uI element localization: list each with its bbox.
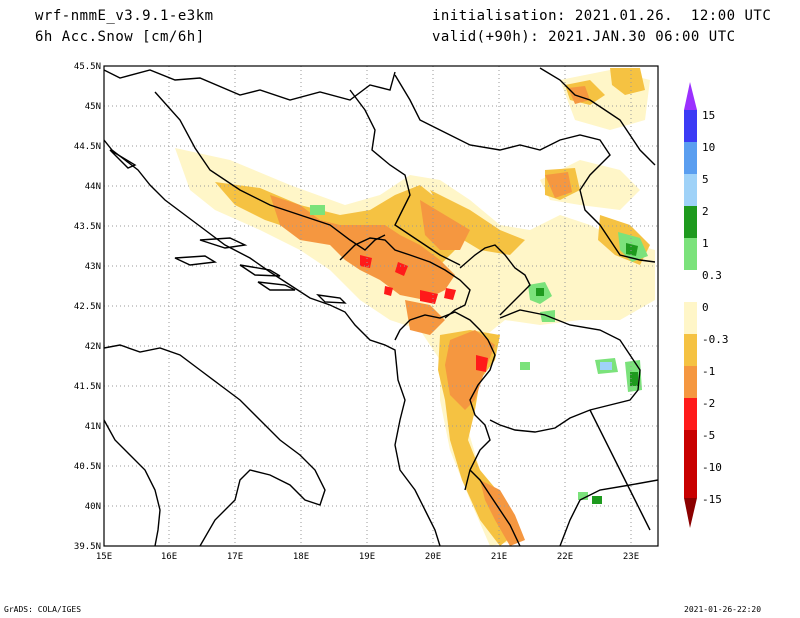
colorbar-label: -5 [702, 429, 715, 442]
colorbar-segment [684, 206, 697, 238]
colorbar-label: 1 [702, 237, 709, 250]
colorbar-segment [684, 142, 697, 174]
lat-label: 42.5N [74, 302, 101, 312]
coastlines-borders [104, 67, 658, 546]
lat-label: 39.5N [74, 542, 101, 552]
colorbar-label: 0 [702, 301, 709, 314]
lat-label: 43N [85, 262, 101, 272]
lon-label: 17E [227, 552, 243, 562]
lat-label: 40N [85, 502, 101, 512]
colorbar-segment [684, 430, 697, 462]
lat-axis: 45.5N 45N 44.5N 44N 43.5N 43N 42.5N 42N … [74, 62, 101, 552]
lat-label: 42N [85, 342, 101, 352]
colorbar-bottom-arrow [684, 498, 697, 528]
colorbar-segment [684, 270, 697, 302]
colorbar-segment [684, 110, 697, 142]
lat-label: 45N [85, 102, 101, 112]
colorbar-label: 5 [702, 173, 709, 186]
footer-credit: GrADS: COLA/IGES [4, 605, 82, 614]
plot-frame [103, 65, 659, 547]
colorbar-label: -0.3 [702, 333, 729, 346]
footer-timestamp: 2021-01-26-22:20 [684, 605, 762, 614]
colorbar: 15 10 5 2 1 0.3 0 -0.3 -1 -2 -5 -10 -15 [684, 82, 729, 528]
colorbar-segment [684, 334, 697, 366]
lon-label: 19E [359, 552, 375, 562]
lon-label: 23E [623, 552, 639, 562]
lat-label: 43.5N [74, 222, 101, 232]
colorbar-label: -10 [702, 461, 722, 474]
colorbar-label: -1 [702, 365, 715, 378]
init-time: initialisation: 2021.01.26. 12:00 UTC [432, 8, 772, 24]
valid-time: valid(+90h): 2021.JAN.30 06:00 UTC [432, 29, 736, 45]
colorbar-segment [684, 366, 697, 398]
grid [104, 66, 658, 546]
lat-label: 45.5N [74, 62, 101, 72]
model-title: wrf-nmmE_v3.9.1-e3km [35, 8, 214, 24]
colorbar-label: 15 [702, 109, 715, 122]
lat-label: 41N [85, 422, 101, 432]
lon-label: 21E [491, 552, 507, 562]
lon-axis: 15E 16E 17E 18E 19E 20E 21E 22E 23E [96, 552, 639, 562]
lon-label: 18E [293, 552, 309, 562]
lat-label: 44.5N [74, 142, 101, 152]
colorbar-segment [684, 174, 697, 206]
lon-label: 20E [425, 552, 441, 562]
colorbar-segment [684, 462, 697, 498]
snow-field [175, 68, 655, 546]
lat-label: 40.5N [74, 462, 101, 472]
colorbar-label: -2 [702, 397, 715, 410]
field-title: 6h Acc.Snow [cm/6h] [35, 29, 205, 45]
colorbar-label: 2 [702, 205, 709, 218]
colorbar-label: 0.3 [702, 269, 722, 282]
colorbar-segment [684, 398, 697, 430]
colorbar-top-arrow [684, 82, 697, 110]
lat-label: 41.5N [74, 382, 101, 392]
colorbar-label: -15 [702, 493, 722, 506]
lon-label: 15E [96, 552, 112, 562]
colorbar-segment [684, 238, 697, 270]
lat-label: 44N [85, 182, 101, 192]
colorbar-label: 10 [702, 141, 715, 154]
colorbar-segment [684, 302, 697, 334]
lon-label: 16E [161, 552, 177, 562]
lon-label: 22E [557, 552, 573, 562]
